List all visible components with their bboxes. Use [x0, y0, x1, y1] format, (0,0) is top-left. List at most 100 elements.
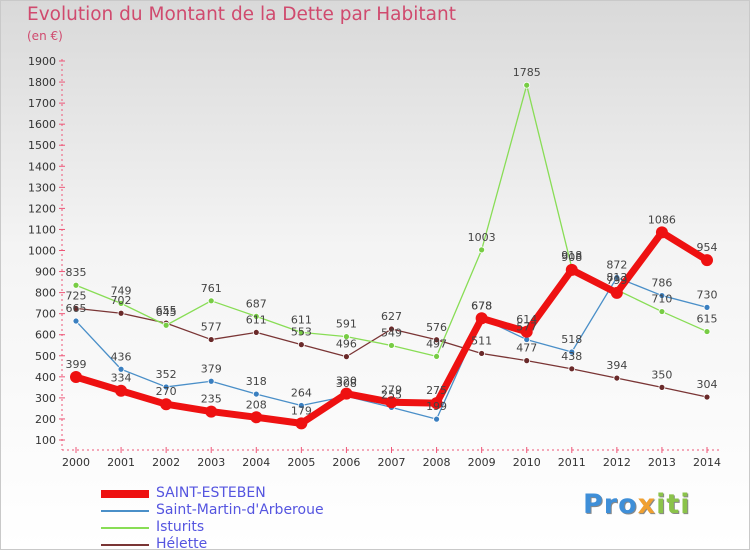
x-tick-label: 2013 [648, 456, 676, 469]
data-point [297, 402, 305, 409]
data-label: 275 [426, 384, 447, 397]
data-point [297, 329, 305, 336]
data-point [207, 377, 215, 385]
legend-label: Hélette [156, 536, 208, 552]
x-tick-label: 2005 [287, 456, 315, 469]
data-point [703, 393, 711, 401]
y-tick-label: 1200 [28, 202, 56, 215]
data-point [568, 348, 576, 356]
data-point [523, 81, 531, 89]
x-tick-label: 2007 [378, 456, 406, 469]
data-label: 702 [111, 294, 132, 307]
y-tick-label: 500 [35, 350, 56, 363]
logo-part-3: iti [656, 489, 691, 520]
data-label: 304 [697, 378, 718, 391]
data-point [388, 325, 395, 333]
y-tick-label: 1000 [28, 245, 56, 258]
data-label: 518 [561, 333, 582, 346]
data-point [252, 329, 260, 336]
y-tick-label: 800 [35, 287, 56, 300]
data-point [703, 328, 711, 335]
data-point [295, 417, 308, 430]
data-label: 577 [201, 321, 222, 334]
y-tick-label: 1300 [28, 181, 56, 194]
data-label: 730 [697, 288, 718, 301]
data-label: 576 [426, 321, 447, 334]
data-label: 1785 [513, 66, 541, 79]
data-point [613, 374, 621, 382]
logo-part-2: x [637, 489, 657, 520]
data-point [115, 384, 128, 397]
data-label: 438 [561, 350, 582, 363]
data-label: 350 [651, 368, 672, 381]
data-point [117, 299, 125, 307]
data-point [117, 309, 125, 317]
data-label: 553 [291, 326, 312, 339]
data-point [388, 342, 395, 349]
data-label: 835 [66, 266, 87, 279]
y-tick-label: 200 [35, 413, 56, 426]
data-point [703, 303, 711, 311]
data-label: 665 [66, 302, 87, 315]
y-tick-label: 700 [35, 308, 56, 321]
data-point [250, 411, 263, 424]
data-point [520, 325, 533, 338]
data-label: 394 [606, 359, 627, 372]
data-point [568, 365, 576, 373]
data-label: 477 [516, 342, 537, 355]
data-point [433, 336, 440, 344]
data-point [297, 341, 305, 349]
data-point [658, 308, 666, 315]
data-label: 1086 [648, 213, 676, 226]
data-point [252, 313, 260, 320]
legend-swatch [101, 544, 149, 546]
data-point [117, 365, 125, 373]
x-tick-label: 2000 [62, 456, 90, 469]
data-point [478, 246, 486, 254]
y-tick-label: 100 [35, 434, 56, 447]
legend-label: Saint-Martin-d'Arberoue [156, 502, 324, 518]
data-label: 255 [381, 388, 402, 401]
data-point [70, 371, 82, 384]
data-label: 813 [606, 271, 627, 284]
data-point [160, 398, 173, 411]
data-label: 908 [561, 251, 582, 264]
x-tick-label: 2014 [693, 456, 721, 469]
data-label: 318 [246, 375, 267, 388]
logo-part-1: Pro [583, 489, 638, 520]
y-tick-label: 1900 [28, 55, 56, 68]
chart-subtitle: (en €) [27, 29, 63, 43]
data-label: 264 [291, 386, 312, 399]
legend-swatch [101, 527, 149, 529]
data-label: 320 [336, 375, 357, 388]
data-point [252, 390, 260, 398]
data-label: 615 [697, 313, 718, 326]
data-label: 436 [111, 350, 132, 363]
legend-swatch [101, 490, 149, 498]
y-tick-label: 1100 [28, 223, 56, 236]
data-point [162, 383, 170, 391]
x-tick-label: 2011 [558, 456, 586, 469]
data-point [523, 357, 531, 365]
data-label: 179 [291, 404, 312, 417]
data-point [658, 383, 666, 391]
data-label: 799 [606, 274, 627, 287]
legend-label: SAINT-ESTEBEN [156, 485, 266, 501]
data-label: 497 [426, 337, 447, 350]
data-label: 687 [246, 297, 267, 310]
data-label: 725 [66, 289, 87, 302]
data-point [655, 226, 668, 239]
data-label: 1003 [468, 231, 496, 244]
x-tick-label: 2009 [468, 456, 496, 469]
data-point [72, 281, 80, 289]
data-point [72, 305, 80, 312]
data-point [478, 350, 486, 357]
chart-title: Evolution du Montant de la Dette par Hab… [27, 4, 456, 25]
y-tick-label: 400 [35, 371, 56, 384]
data-label: 270 [156, 385, 177, 398]
data-label: 645 [156, 306, 177, 319]
y-tick-label: 1600 [28, 118, 56, 131]
data-label: 786 [651, 277, 672, 290]
data-point [72, 317, 80, 325]
